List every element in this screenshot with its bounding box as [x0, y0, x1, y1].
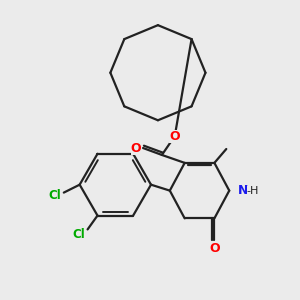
Text: O: O [169, 130, 180, 142]
Text: O: O [209, 242, 220, 255]
Text: N: N [238, 184, 248, 197]
Text: O: O [131, 142, 141, 154]
Text: Cl: Cl [72, 228, 85, 241]
Text: -H: -H [247, 186, 259, 196]
Text: Cl: Cl [49, 189, 61, 202]
